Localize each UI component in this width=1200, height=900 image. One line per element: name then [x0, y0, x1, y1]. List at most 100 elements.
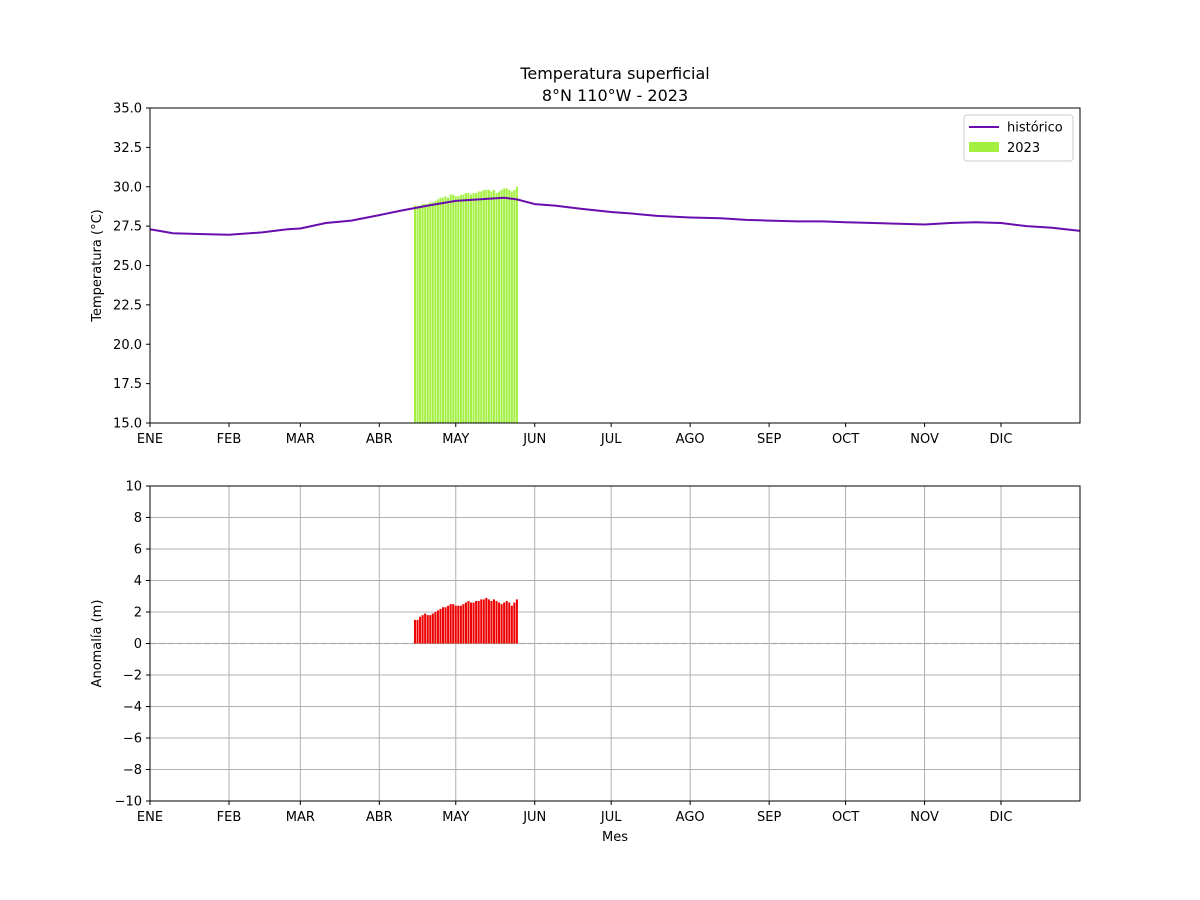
bar-2023 [503, 188, 506, 423]
y-tick-label: 10 [125, 480, 142, 495]
y-tick-label: 22.5 [113, 298, 142, 313]
anomaly-bar [472, 602, 475, 644]
legend-historico-label: histórico [1007, 121, 1063, 136]
chart-title: Temperatura superficial [519, 64, 709, 83]
anomaly-bar [500, 604, 503, 644]
x-tick-label: NOV [910, 810, 939, 825]
anomaly-bar [429, 615, 432, 644]
bar-2023 [459, 194, 462, 424]
x-tick-label: JUL [600, 810, 622, 825]
anomaly-bar [470, 602, 473, 644]
x-tick-label: AGO [676, 432, 705, 447]
anomaly-bar [505, 600, 508, 644]
anomaly-bar [444, 607, 447, 644]
bar-2023 [505, 188, 508, 423]
x-tick-label: JUL [600, 432, 622, 447]
bar-2023 [510, 191, 513, 423]
anomaly-bar [457, 605, 460, 644]
bar-2023 [515, 186, 518, 423]
temperature-y-label: Temperatura (°C) [90, 209, 105, 322]
anomaly-bar [467, 600, 470, 644]
bar-2023 [444, 196, 447, 423]
y-tick-label: −6 [123, 732, 142, 747]
anomaly-bar [498, 602, 501, 644]
anomaly-panel: −10 −8 −6 −4 −2 0 2 4 6 8 10 ENE FEB MAR ABR MAY JUN JUL… [90, 480, 1081, 845]
anomaly-bar [441, 607, 445, 644]
legend-2023-swatch [969, 142, 999, 152]
y-tick-label: 4 [134, 574, 142, 589]
bar-2023 [500, 189, 503, 423]
anomaly-bar [416, 619, 419, 644]
x-tick-label: MAY [442, 810, 469, 825]
bar-2023 [477, 191, 480, 423]
y-tick-label: −4 [123, 700, 142, 715]
anomaly-bar [439, 608, 442, 644]
anomaly-bar [413, 619, 417, 644]
x-tick-label: OCT [832, 432, 859, 447]
anomaly-bar [431, 613, 434, 644]
anomaly-bars-group [413, 597, 518, 644]
temperature-panel: 15.0 17.5 20.0 22.5 25.0 27.5 30.0 32.5 35.0 ENE… [90, 102, 1081, 447]
y-tick-label: 20.0 [113, 338, 142, 353]
y-tick-label: 27.5 [113, 220, 142, 235]
bar-2023 [429, 202, 432, 423]
y-tick-label: −8 [123, 763, 142, 778]
bar-2023 [449, 194, 452, 424]
x-tick-label: NOV [910, 432, 939, 447]
x-tick-label: ABR [366, 810, 393, 825]
x-tick-label: FEB [217, 810, 242, 825]
x-tick-label: DIC [990, 432, 1013, 447]
temperature-y-ticks: 15.0 17.5 20.0 22.5 25.0 27.5 30.0 32.5 35.0 [113, 102, 150, 432]
anomaly-x-label: Mes [602, 830, 628, 845]
bar-2023 [508, 189, 511, 423]
x-tick-label: OCT [832, 810, 859, 825]
anomaly-bar [508, 602, 511, 644]
anomaly-bar [459, 605, 462, 644]
bar-2023 [472, 193, 475, 423]
bar-2023 [457, 196, 460, 423]
anomaly-bar [462, 604, 465, 644]
anomaly-bar [452, 604, 455, 644]
anomaly-bar [424, 613, 427, 644]
anomaly-bar [482, 599, 485, 644]
bar-2023 [490, 191, 493, 423]
anomaly-bar [421, 615, 424, 644]
bar-2023 [416, 205, 419, 423]
x-tick-label: AGO [676, 810, 705, 825]
bars-2023-group [413, 186, 518, 424]
anomaly-bar [490, 600, 493, 644]
bar-2023 [431, 202, 434, 423]
bar-2023 [492, 189, 495, 423]
bar-2023 [498, 191, 501, 423]
y-tick-label: 6 [134, 543, 142, 558]
anomaly-y-ticks: −10 −8 −6 −4 −2 0 2 4 6 8 10 [115, 480, 150, 810]
anomaly-bar [480, 599, 483, 644]
x-tick-label: ENE [137, 810, 163, 825]
y-tick-label: 0 [134, 637, 142, 652]
anomaly-bar [515, 599, 518, 644]
x-tick-label: JUN [522, 810, 546, 825]
anomaly-bar [513, 602, 516, 644]
anomaly-bar [485, 597, 488, 644]
bar-2023 [495, 193, 498, 423]
x-tick-label: ABR [366, 432, 393, 447]
anomaly-y-label: Anomalía (m) [90, 600, 105, 688]
anomaly-bar [503, 602, 506, 644]
y-tick-label: 15.0 [113, 417, 142, 432]
bar-2023 [452, 194, 455, 424]
bar-2023 [447, 197, 450, 423]
x-tick-label: SEP [757, 432, 781, 447]
chart-subtitle: 8°N 110°W - 2023 [542, 86, 688, 105]
x-tick-label: MAR [286, 810, 315, 825]
bar-2023 [462, 194, 465, 424]
y-tick-label: 2 [134, 606, 142, 621]
anomaly-bar [487, 599, 490, 644]
legend-2023-label: 2023 [1007, 141, 1040, 156]
anomaly-bar [426, 615, 429, 644]
anomaly-bar [454, 605, 457, 644]
y-tick-label: −10 [115, 795, 142, 810]
y-tick-label: 32.5 [113, 141, 142, 156]
bar-2023 [441, 197, 445, 423]
anomaly-bar [464, 602, 467, 644]
